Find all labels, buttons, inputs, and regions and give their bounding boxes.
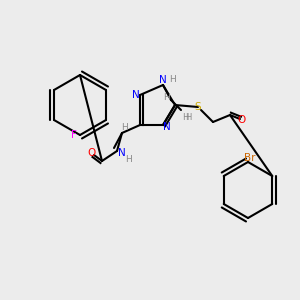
Text: O: O xyxy=(238,115,246,125)
Text: H: H xyxy=(169,76,176,85)
Text: H: H xyxy=(182,113,188,122)
Text: N: N xyxy=(159,75,167,85)
Text: O: O xyxy=(88,148,96,158)
Text: N: N xyxy=(163,122,171,132)
Text: N: N xyxy=(132,90,140,100)
Text: H: H xyxy=(121,124,128,133)
Text: N: N xyxy=(118,148,126,158)
Text: H: H xyxy=(164,94,170,103)
Text: F: F xyxy=(71,130,77,140)
Text: H: H xyxy=(185,113,191,122)
Text: Br: Br xyxy=(244,153,256,163)
Text: S: S xyxy=(195,102,201,112)
Text: H: H xyxy=(126,154,132,164)
